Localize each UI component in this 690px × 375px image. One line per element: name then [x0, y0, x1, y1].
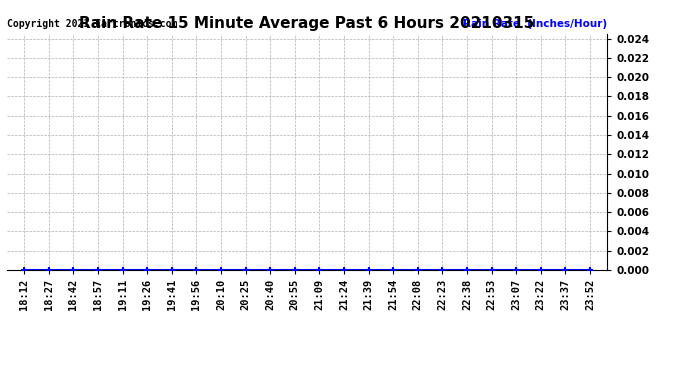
Title: Rain Rate 15 Minute Average Past 6 Hours 20210315: Rain Rate 15 Minute Average Past 6 Hours…: [79, 16, 535, 31]
Text: Copyright 2021 Cartronics.com: Copyright 2021 Cartronics.com: [7, 19, 177, 29]
Text: Rain Rate  (Inches/Hour): Rain Rate (Inches/Hour): [463, 19, 607, 29]
